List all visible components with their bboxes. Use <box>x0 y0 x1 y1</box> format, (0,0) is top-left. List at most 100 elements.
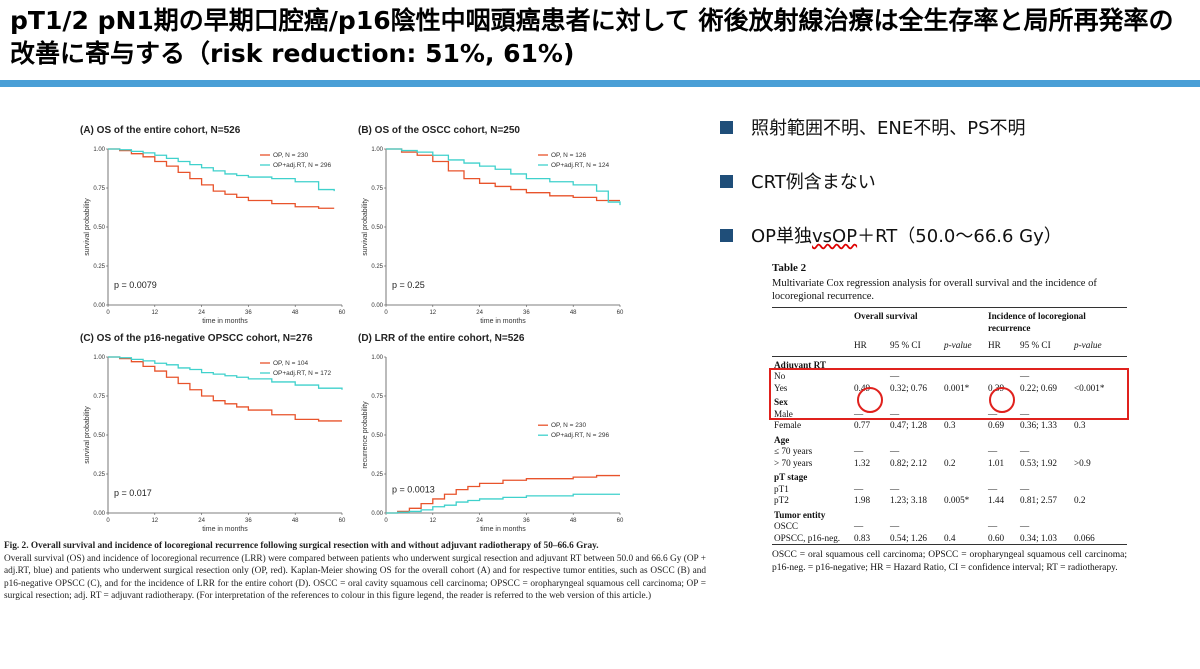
cox-table: Table 2 Multivariate Cox regression anal… <box>772 262 1128 575</box>
legend-label: OP+adj.RT, N = 172 <box>273 370 331 377</box>
table-group-row: Sex <box>772 394 1127 409</box>
x-tick-label: 48 <box>570 518 577 524</box>
table-cell: 0.60 <box>988 532 1005 543</box>
km-panel-d: (D) LRR of the entire cohort, N=526 0.00… <box>358 333 628 538</box>
table-cell: <0.001* <box>1074 382 1105 393</box>
p-value-annotation: p = 0.0079 <box>114 280 157 290</box>
row-label: OPSCC, p16-neg. <box>774 532 841 543</box>
y-axis-label: survival probability <box>84 198 91 256</box>
table-cell: — <box>1020 521 1030 531</box>
x-tick-label: 24 <box>198 518 205 524</box>
row-label: pT1 <box>774 483 789 494</box>
table-cell: 0.001* <box>944 382 970 393</box>
table-cell: 0.3 <box>944 420 956 430</box>
table-cell: 0.53; 1.92 <box>1020 457 1058 468</box>
x-tick-label: 0 <box>106 310 110 316</box>
row-label: Yes <box>774 382 788 393</box>
chart-title: (B) OS of the OSCC cohort, N=250 <box>358 125 520 136</box>
p-value-annotation: p = 0.017 <box>114 488 152 498</box>
table-cell: 0.32; 0.76 <box>890 382 928 393</box>
y-tick-label: 0.00 <box>371 303 383 309</box>
regression-table: Overall survival Incidence of locoregion… <box>772 307 1128 545</box>
x-tick-label: 36 <box>245 518 252 524</box>
table-cell: — <box>854 408 864 419</box>
y-tick-label: 0.50 <box>93 433 105 439</box>
table-cell: 0.2 <box>1074 495 1086 505</box>
table-cell: — <box>988 521 998 531</box>
table-cell: — <box>890 446 900 456</box>
bullet-item: 照射範囲不明、ENE不明、PS不明 <box>720 112 1190 142</box>
row-label: Male <box>774 408 793 419</box>
table-cell: 0.47; 1.28 <box>890 420 928 430</box>
bullet-item: OP単独vsOP＋RT（50.0〜66.6 Gy） <box>720 220 1190 250</box>
y-tick-label: 0.25 <box>371 264 383 270</box>
table-cell: 1.32 <box>854 457 871 468</box>
group-label: Tumor entity <box>774 509 826 520</box>
km-curve-op-adj-rt <box>108 356 343 390</box>
table-cell <box>1072 446 1127 458</box>
x-axis-label: time in months <box>480 526 526 533</box>
km-curve-op-adj-rt <box>108 148 335 192</box>
table-cell: — <box>890 371 900 381</box>
table-cell: 1.01 <box>988 457 1005 468</box>
column-header: p-value <box>944 340 972 350</box>
legend-label: OP, N = 230 <box>551 422 586 429</box>
y-tick-label: 0.00 <box>371 511 383 517</box>
table-cell <box>1072 484 1127 496</box>
bullet-list: 照射範囲不明、ENE不明、PS不明 CRT例含まない OP単独vsOP＋RT（5… <box>720 112 1190 274</box>
table-cell: 0.77 <box>854 420 871 430</box>
bullet-item: CRT例含まない <box>720 166 1190 196</box>
x-tick-label: 60 <box>617 310 624 316</box>
y-tick-label: 0.75 <box>371 186 383 192</box>
group-label: Age <box>774 434 790 445</box>
table-cell <box>942 521 986 533</box>
table-row: ≤ 70 years — — — — <box>772 446 1127 458</box>
table-cell: — <box>1020 371 1030 381</box>
table-cell: 0.22; 0.69 <box>1020 382 1058 393</box>
table-cell: — <box>988 446 998 456</box>
table-cell: — <box>854 483 864 494</box>
x-axis-label: time in months <box>202 526 248 533</box>
table-cell: 0.005* <box>944 495 970 505</box>
table-group-row: Age <box>772 432 1127 447</box>
group-header: Overall survival <box>854 311 918 321</box>
group-label: pT stage <box>774 472 808 482</box>
km-chart-a: 0.00 0.25 0.50 0.75 1.00 0 12 24 36 48 60 time in m… <box>84 147 346 325</box>
x-tick-label: 60 <box>617 518 624 524</box>
km-curve-op <box>108 148 335 209</box>
table-row: > 70 years 1.32 0.82; 2.12 0.2 1.01 0.53; 1.9… <box>772 458 1127 470</box>
km-chart-d: 0.00 0.25 0.50 0.75 1.00 0 12 24 36 48 60 time in m… <box>362 355 624 533</box>
table-cell: 0.54; 1.26 <box>890 532 928 543</box>
table-cell: — <box>988 408 998 419</box>
y-tick-label: 1.00 <box>93 147 105 153</box>
table-row: pT1 — — — — <box>772 484 1127 496</box>
row-label: > 70 years <box>774 457 813 468</box>
y-tick-label: 0.50 <box>93 225 105 231</box>
x-tick-label: 24 <box>198 310 205 316</box>
table-cell: — <box>890 521 900 531</box>
x-tick-label: 36 <box>523 310 530 316</box>
column-header: HR <box>988 340 1001 350</box>
y-axis-label: survival probability <box>362 198 369 256</box>
table-row: OPSCC, p16-neg. 0.83 0.54; 1.26 0.4 0.60 0.34… <box>772 532 1128 545</box>
y-tick-label: 0.25 <box>371 472 383 478</box>
table-cell: 0.2 <box>944 457 956 468</box>
x-tick-label: 60 <box>339 310 346 316</box>
km-curve-op-adj-rt <box>386 148 621 206</box>
km-panel-b: (B) OS of the OSCC cohort, N=250 0.00 0.2… <box>358 125 628 330</box>
x-tick-label: 48 <box>292 518 299 524</box>
table-row: OSCC — — — — <box>772 521 1127 533</box>
square-bullet-icon <box>720 228 733 242</box>
x-axis-label: time in months <box>202 318 248 325</box>
x-tick-label: 24 <box>476 310 483 316</box>
y-axis-label: survival probability <box>84 406 91 464</box>
x-tick-label: 12 <box>151 310 158 316</box>
y-axis-label: recurrence probability <box>362 401 369 469</box>
table-cell: 1.98 <box>854 495 871 505</box>
caption-heading: Fig. 2. Overall survival and incidence o… <box>4 541 599 551</box>
km-curve-op <box>386 474 620 514</box>
table-cell: 0.066 <box>1074 532 1095 543</box>
column-header: 95 % CI <box>1020 340 1051 350</box>
x-tick-label: 60 <box>339 518 346 524</box>
table-cell: 0.83 <box>854 532 871 543</box>
